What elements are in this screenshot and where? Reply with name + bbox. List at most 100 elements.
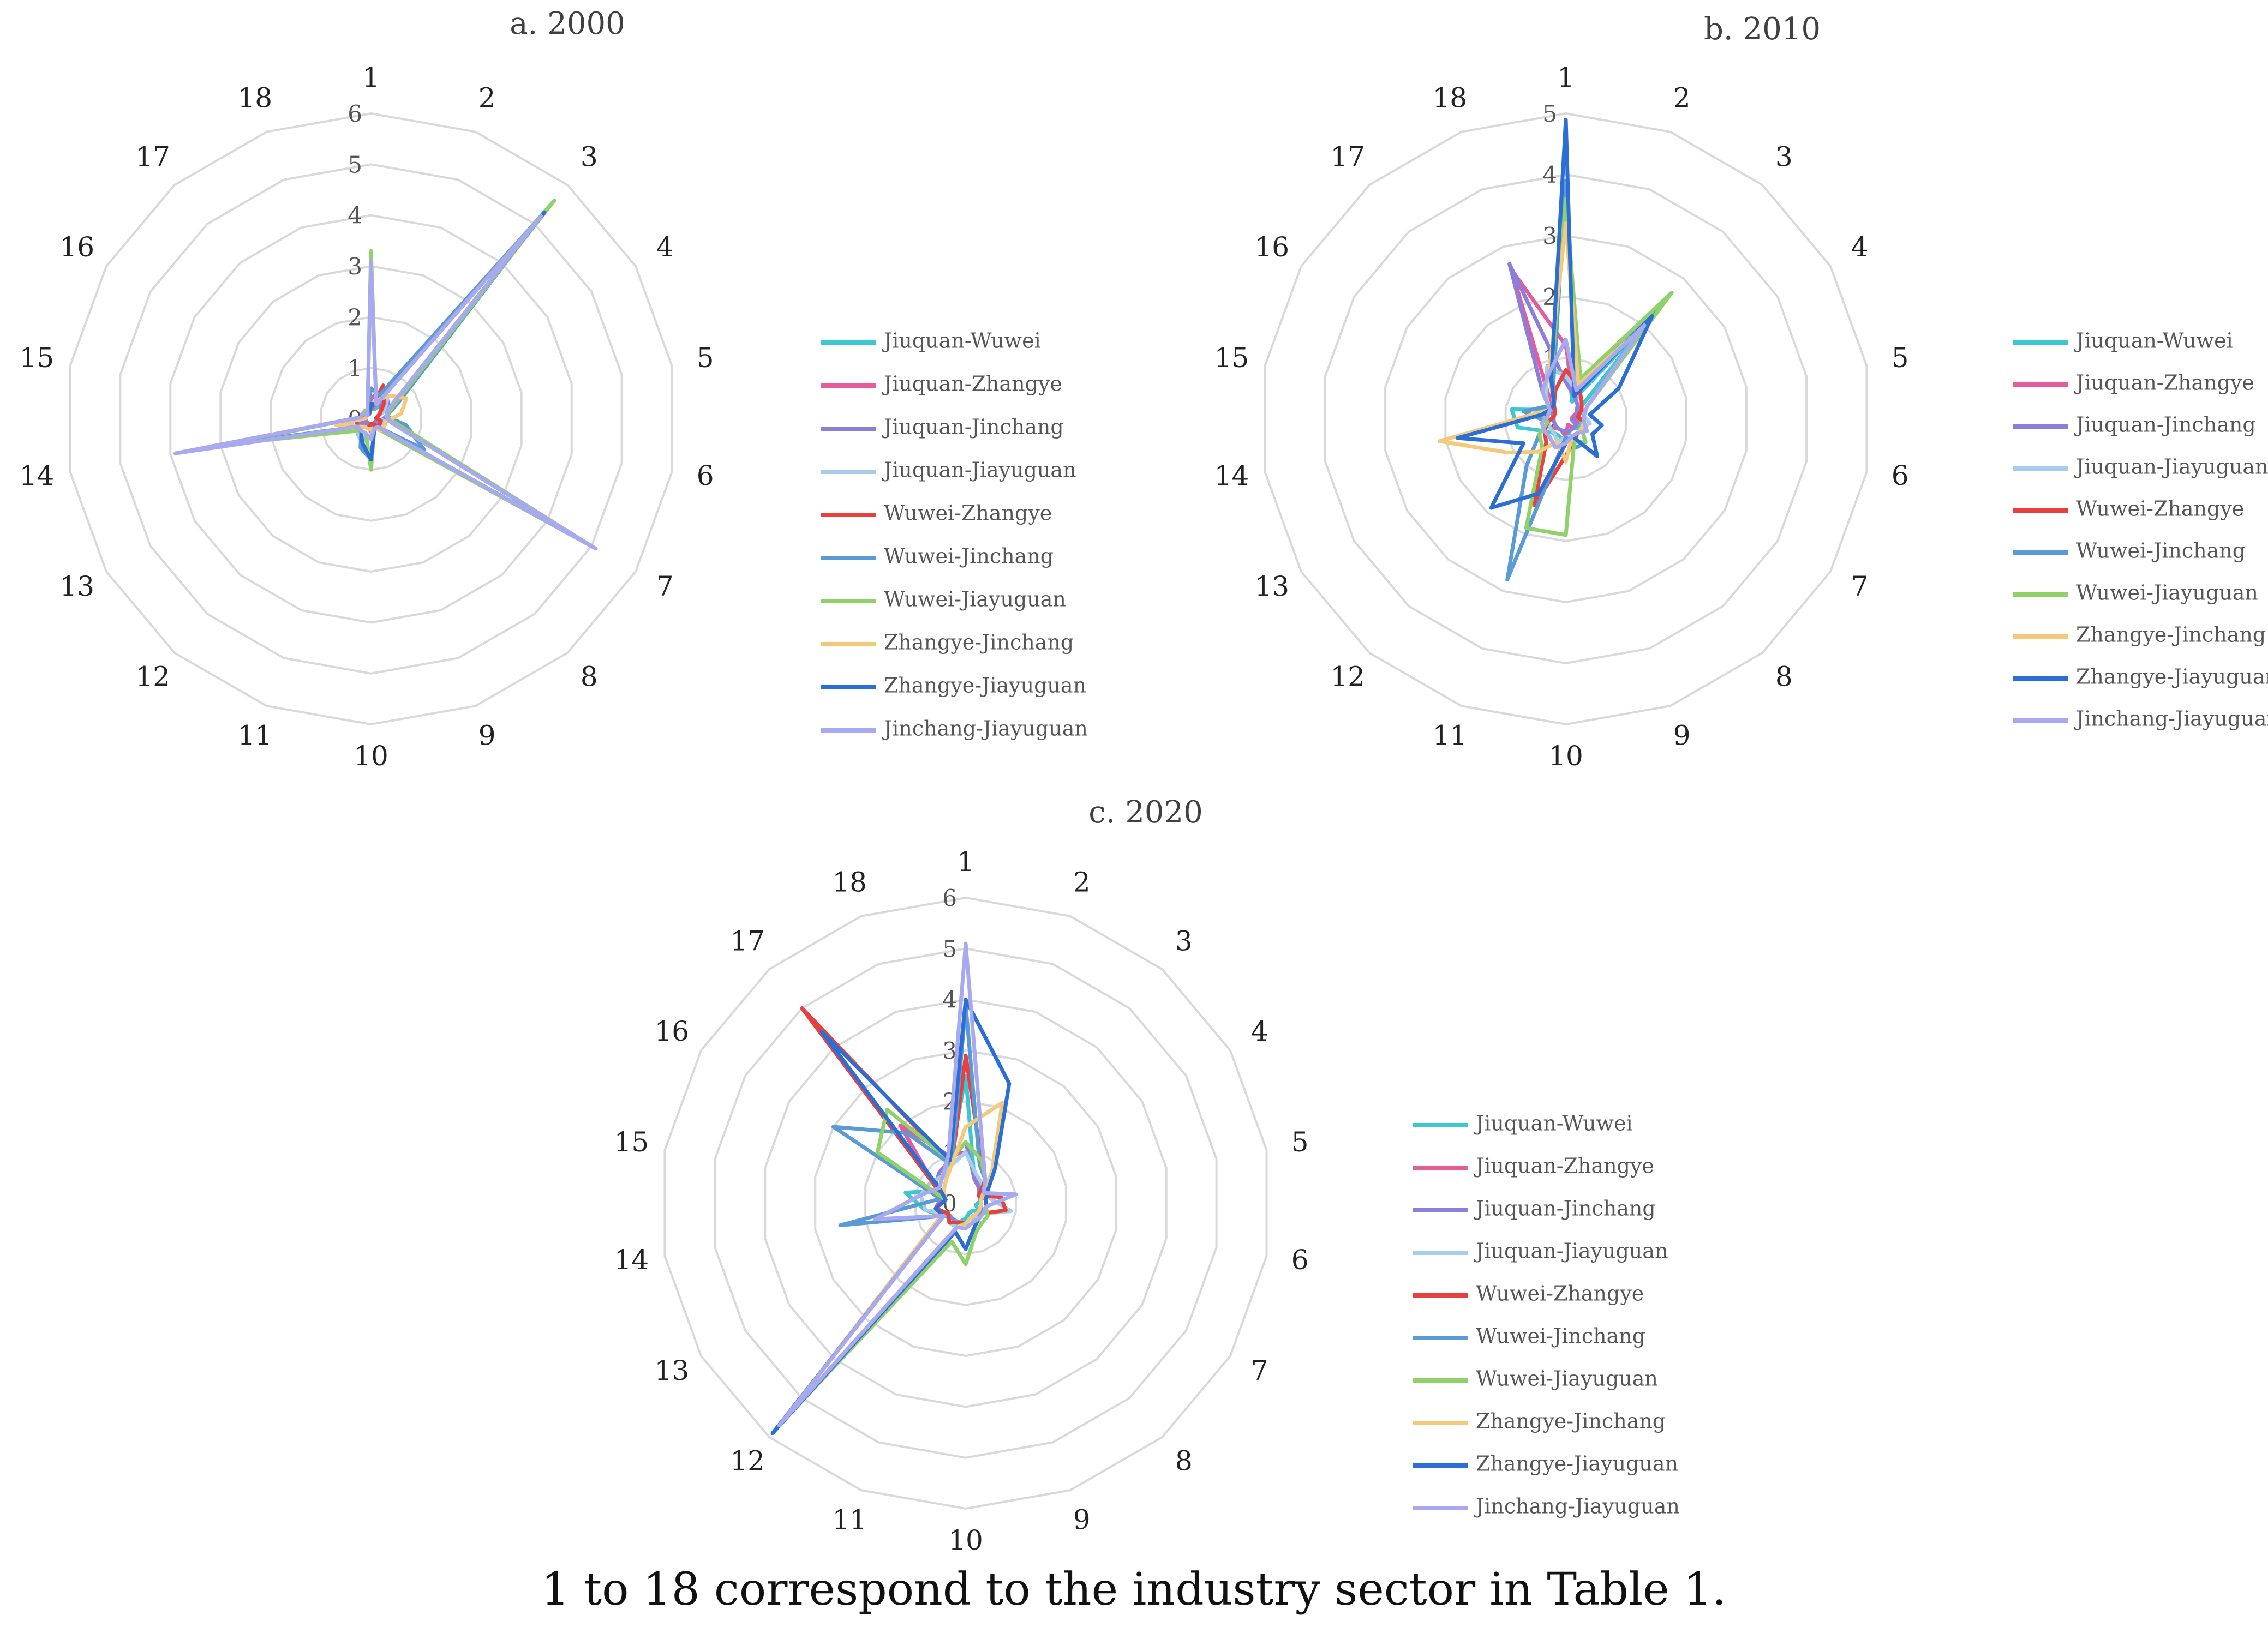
chart-title: c. 2020 xyxy=(1088,795,1202,830)
category-label: 4 xyxy=(1851,231,1869,263)
chart-title: a. 2000 xyxy=(510,6,625,41)
legend-label: Zhangye-Jinchang xyxy=(884,631,1074,655)
legend-label: Wuwei-Jinchang xyxy=(884,544,1054,568)
category-label: 8 xyxy=(1175,1445,1193,1477)
category-label: 4 xyxy=(1251,1016,1268,1047)
grid-ring xyxy=(219,265,523,573)
grid-ring xyxy=(764,998,1168,1408)
figure-caption: 1 to 18 correspond to the industry secto… xyxy=(541,1564,1726,1616)
legend-label: Wuwei-Zhangye xyxy=(1476,1282,1644,1306)
category-label: 15 xyxy=(20,342,55,374)
legend-label: Jiuquan-Jiayuguan xyxy=(1474,1239,1668,1263)
category-label: 1 xyxy=(1557,62,1575,93)
legend-label: Jinchang-Jiayuguan xyxy=(2074,707,2268,731)
legend-label: Wuwei-Zhangye xyxy=(2076,497,2244,521)
tick-label: 3 xyxy=(348,253,362,280)
category-label: 16 xyxy=(654,1016,689,1047)
category-label: 1 xyxy=(957,846,974,878)
legend-label: Jiuquan-Jinchang xyxy=(1474,1197,1656,1221)
radar-chart-2000: a. 2000012345612345678910111213141516171… xyxy=(20,6,1088,772)
category-label: 14 xyxy=(1214,460,1249,491)
legend-label: Wuwei-Jiayuguan xyxy=(1476,1367,1658,1391)
grid-ring xyxy=(169,214,573,624)
category-label: 16 xyxy=(1254,231,1289,263)
category-label: 11 xyxy=(237,720,272,752)
tick-label: 1 xyxy=(348,355,362,382)
grid-ring xyxy=(663,896,1268,1510)
category-label: 18 xyxy=(1432,82,1467,114)
legend-label: Jiuquan-Jiayuguan xyxy=(882,458,1076,482)
grid-ring xyxy=(1264,112,1868,726)
tick-label: 4 xyxy=(348,202,362,229)
category-label: 4 xyxy=(656,231,674,263)
tick-label: 5 xyxy=(1542,100,1557,127)
grid-ring xyxy=(1384,234,1748,604)
legend-label: Jiuquan-Jiayuguan xyxy=(2074,455,2268,479)
series-line xyxy=(1540,323,1647,450)
category-label: 17 xyxy=(730,926,765,957)
grid-ring xyxy=(270,316,472,522)
tick-label: 5 xyxy=(348,151,362,178)
category-label: 16 xyxy=(59,231,94,263)
grid-ring xyxy=(69,112,673,726)
grid-ring xyxy=(1324,173,1808,665)
category-label: 9 xyxy=(1673,720,1691,752)
legend-label: Wuwei-Jinchang xyxy=(2076,539,2246,563)
category-label: 13 xyxy=(59,571,94,602)
category-label: 11 xyxy=(832,1504,867,1536)
category-label: 1 xyxy=(362,62,380,93)
radar-chart-2010: b. 2010012345123456789101112131415161718… xyxy=(1214,11,2268,772)
category-label: 5 xyxy=(697,342,714,374)
category-label: 12 xyxy=(1330,661,1365,693)
category-label: 17 xyxy=(135,141,170,173)
category-label: 12 xyxy=(135,661,170,693)
tick-label: 6 xyxy=(348,100,362,127)
legend-label: Wuwei-Zhangye xyxy=(884,501,1052,525)
legend-label: Jiuquan-Wuwei xyxy=(2074,329,2233,353)
legend-label: Jiuquan-Wuwei xyxy=(882,329,1041,353)
series-line xyxy=(173,214,598,551)
category-label: 5 xyxy=(1892,342,1909,374)
legend-label: Wuwei-Jinchang xyxy=(1476,1324,1645,1348)
category-label: 2 xyxy=(478,82,496,114)
legend-label: Wuwei-Jiayuguan xyxy=(2076,581,2258,605)
category-label: 8 xyxy=(581,661,598,693)
legend-label: Jiuquan-Wuwei xyxy=(1474,1112,1633,1136)
grid-ring xyxy=(1444,295,1687,543)
category-label: 15 xyxy=(1214,342,1249,374)
legend-label: Jinchang-Jiayuguan xyxy=(882,717,1088,741)
legend-label: Wuwei-Jiayuguan xyxy=(884,587,1066,611)
series-line xyxy=(777,941,1018,1427)
category-label: 5 xyxy=(1291,1126,1309,1158)
legend-label: Jiuquan-Jinchang xyxy=(2074,413,2256,437)
legend-label: Zhangye-Jiayuguan xyxy=(884,674,1086,698)
category-label: 6 xyxy=(697,460,714,491)
category-label: 10 xyxy=(354,740,388,772)
grid-ring xyxy=(914,1151,1017,1256)
category-label: 7 xyxy=(1251,1355,1268,1386)
tick-label: 5 xyxy=(942,935,957,962)
tick-label: 6 xyxy=(942,885,957,911)
category-label: 15 xyxy=(614,1126,649,1158)
category-label: 3 xyxy=(581,141,598,173)
legend-label: Zhangye-Jinchang xyxy=(1476,1409,1666,1433)
category-label: 14 xyxy=(614,1244,649,1276)
category-label: 14 xyxy=(20,460,55,491)
category-label: 8 xyxy=(1775,661,1793,693)
category-label: 2 xyxy=(1073,867,1091,898)
category-label: 7 xyxy=(656,571,674,602)
chart-title: b. 2010 xyxy=(1704,11,1821,47)
legend-label: Zhangye-Jiayuguan xyxy=(2076,665,2268,689)
grid-ring xyxy=(714,947,1218,1459)
legend-label: Zhangye-Jiayuguan xyxy=(1476,1452,1678,1476)
category-label: 3 xyxy=(1775,141,1793,173)
tick-label: 4 xyxy=(942,987,957,1013)
category-label: 2 xyxy=(1673,82,1691,114)
category-label: 18 xyxy=(832,867,867,898)
category-label: 18 xyxy=(237,82,272,114)
tick-label: 4 xyxy=(1542,161,1557,188)
grid-ring xyxy=(119,163,623,675)
category-label: 9 xyxy=(478,720,496,752)
radar-chart-2020: c. 2020012345612345678910111213141516171… xyxy=(614,795,1680,1556)
category-label: 10 xyxy=(1548,740,1583,772)
